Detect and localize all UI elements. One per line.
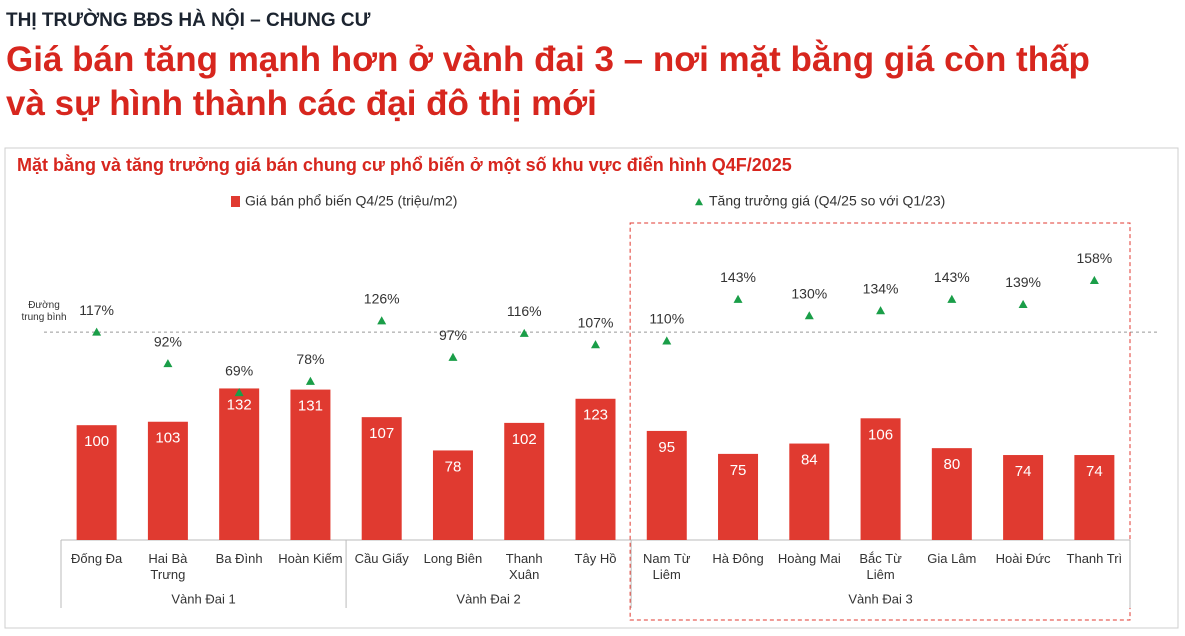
growth-label: 130% [791, 285, 827, 301]
growth-label: 139% [1005, 274, 1041, 290]
bar [1074, 455, 1115, 540]
x-tick-label: Hoài Đức [995, 551, 1051, 566]
growth-marker [519, 328, 529, 337]
legend-swatch [695, 198, 703, 206]
headline: Giá bán tăng mạnh hơn ở vành đai 3 – nơi… [6, 40, 1090, 123]
bar-label: 95 [658, 439, 675, 456]
bar-label: 100 [84, 433, 109, 450]
x-tick-label: Hai Bà Trưng [148, 551, 188, 582]
bar [860, 418, 901, 540]
legend-label: Giá bán phổ biến Q4/25 (triệu/m2) [245, 193, 457, 209]
growth-marker [876, 306, 886, 315]
bar-label: 131 [298, 398, 323, 415]
growth-marker [591, 340, 600, 349]
growth-marker [377, 316, 387, 325]
bar-label: 106 [868, 426, 893, 443]
growth-label: 107% [578, 314, 614, 330]
bar [1003, 455, 1044, 540]
x-tick-label: Đống Đa [70, 551, 123, 566]
bar [290, 389, 331, 540]
growth-marker [234, 388, 244, 397]
growth-label: 143% [720, 269, 756, 285]
x-tick-label: Long Biên [423, 551, 483, 566]
bar [646, 430, 687, 540]
group-label: Vành Đai 3 [848, 591, 912, 606]
growth-label: 158% [1076, 250, 1112, 266]
growth-label: 143% [934, 269, 970, 285]
chart-title: Mặt bằng và tăng trưởng giá bán chung cư… [17, 154, 792, 175]
growth-label: 69% [225, 362, 253, 378]
x-tick-label: Hoàn Kiếm [278, 551, 343, 566]
x-tick-label: Nam Từ Liêm [643, 551, 691, 582]
bar-label: 123 [583, 407, 608, 424]
x-tick-label: Ba Đình [215, 551, 263, 566]
growth-label: 117% [79, 302, 114, 318]
bar-label: 107 [369, 425, 394, 442]
group-label: Vành Đai 2 [456, 591, 520, 606]
growth-marker [448, 352, 458, 361]
bar-label: 75 [730, 462, 747, 479]
growth-marker [92, 327, 102, 336]
growth-marker [1089, 275, 1099, 285]
growth-marker [163, 359, 173, 368]
chart-frame [4, 147, 1179, 629]
growth-label: 92% [154, 333, 182, 349]
growth-marker [1018, 299, 1028, 308]
x-tick-label: Thanh Xuân [505, 551, 543, 582]
growth-marker [733, 294, 743, 303]
growth-marker [947, 294, 957, 303]
x-tick-label: Thanh Trì [1066, 551, 1123, 566]
growth-marker [305, 376, 315, 385]
legend-label: Tăng trưởng giá (Q4/25 so với Q1/23) [709, 193, 945, 209]
bar-label: 74 [1086, 463, 1103, 480]
legend-swatch [231, 196, 240, 207]
growth-label: 134% [863, 280, 899, 296]
bar [432, 450, 473, 540]
reference-label-text: Đường trung bình [21, 300, 67, 324]
x-tick-label: Bắc Từ Liêm [859, 551, 902, 582]
x-tick-label: Tây Hồ [574, 551, 617, 566]
bar [147, 421, 188, 540]
kicker: THỊ TRƯỜNG BĐS HÀ NỘI – CHUNG CƯ [6, 10, 371, 31]
growth-marker [804, 311, 814, 320]
bar [361, 417, 402, 540]
bar-label: 78 [445, 458, 462, 475]
bar [789, 443, 830, 540]
bar-label: 74 [1015, 463, 1032, 480]
bar-label: 102 [512, 431, 537, 448]
bar [76, 425, 117, 540]
x-tick-label: Hoàng Mai [777, 551, 841, 566]
bar [718, 453, 759, 540]
bar [931, 448, 972, 540]
growth-label: 78% [296, 351, 324, 367]
reference-label: Đường trung bình [21, 300, 67, 324]
bar [504, 422, 545, 540]
growth-label: 110% [649, 311, 684, 327]
growth-label: 116% [507, 303, 542, 319]
bar [575, 398, 616, 540]
growth-label: 97% [439, 327, 467, 343]
growth-marker [662, 336, 672, 345]
growth-label: 126% [364, 290, 400, 306]
x-tick-label: Cầu Giấy [354, 551, 409, 566]
x-tick-label: Hà Đông [712, 551, 764, 566]
group-label: Vành Đai 1 [171, 591, 235, 606]
bar [219, 388, 260, 540]
bar-label: 84 [801, 452, 818, 469]
bar-label: 80 [943, 456, 960, 473]
bar-label: 103 [155, 430, 180, 447]
bar-label: 132 [227, 396, 252, 413]
x-tick-label: Gia Lâm [927, 551, 977, 566]
